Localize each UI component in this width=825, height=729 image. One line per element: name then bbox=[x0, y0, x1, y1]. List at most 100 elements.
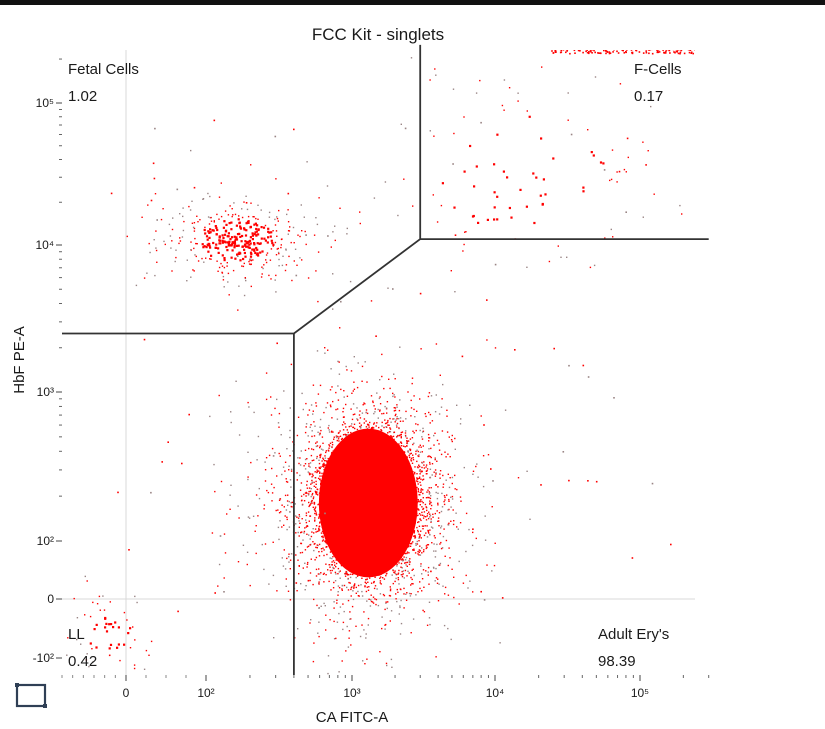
event-dot bbox=[426, 468, 429, 470]
event-dot bbox=[254, 530, 256, 532]
event-dot bbox=[409, 448, 411, 450]
event-dot bbox=[289, 436, 291, 439]
event-dot bbox=[333, 567, 335, 570]
event-dot bbox=[304, 562, 306, 564]
event-dot bbox=[419, 518, 421, 520]
event-dot bbox=[323, 602, 325, 605]
event-dot bbox=[365, 420, 367, 422]
event-dot bbox=[402, 570, 405, 572]
event-dot bbox=[331, 417, 333, 419]
event-dot bbox=[425, 516, 427, 518]
event-dot bbox=[306, 458, 308, 460]
event-dot bbox=[429, 529, 431, 531]
event-dot bbox=[332, 587, 335, 589]
event-dot bbox=[314, 506, 317, 508]
event-dot bbox=[324, 464, 327, 466]
event-dot bbox=[298, 515, 301, 518]
event-dot bbox=[406, 565, 408, 567]
event-dot bbox=[347, 574, 349, 576]
event-dot bbox=[413, 473, 416, 475]
event-dot bbox=[393, 394, 395, 396]
event-dot bbox=[352, 598, 355, 601]
event-dot bbox=[264, 543, 267, 545]
event-dot bbox=[344, 572, 346, 575]
event-dot bbox=[345, 650, 347, 652]
event-dot bbox=[391, 666, 393, 668]
event-dot bbox=[408, 456, 411, 459]
event-dot bbox=[421, 552, 423, 554]
event-dot bbox=[422, 569, 425, 571]
event-dot bbox=[311, 435, 313, 438]
event-dot bbox=[355, 586, 357, 589]
event-dot bbox=[350, 644, 352, 646]
event-dot bbox=[308, 472, 311, 474]
event-dot bbox=[475, 537, 477, 540]
event-dot bbox=[428, 392, 431, 394]
event-dot bbox=[457, 528, 459, 530]
event-dot bbox=[267, 491, 270, 494]
event-dot bbox=[412, 430, 414, 432]
event-dot bbox=[471, 544, 474, 547]
event-dot bbox=[296, 434, 299, 437]
event-dot bbox=[304, 492, 307, 494]
event-dot bbox=[350, 408, 352, 410]
event-dot bbox=[429, 497, 432, 500]
event-dot bbox=[309, 462, 312, 464]
event-dot bbox=[364, 585, 366, 587]
event-dot bbox=[409, 561, 411, 563]
event-dot bbox=[448, 486, 451, 489]
event-dot bbox=[494, 542, 496, 544]
event-dot bbox=[306, 566, 308, 568]
event-dot bbox=[420, 530, 422, 532]
event-dot bbox=[258, 497, 261, 500]
event-dot bbox=[446, 409, 448, 411]
event-dot bbox=[435, 491, 437, 494]
event-dot bbox=[380, 583, 382, 585]
event-dot bbox=[334, 564, 336, 566]
event-dot bbox=[277, 509, 279, 511]
event-dot bbox=[311, 494, 313, 496]
event-dot bbox=[308, 487, 311, 489]
event-dot bbox=[345, 426, 347, 428]
event-dot bbox=[347, 578, 349, 580]
event-dot bbox=[305, 521, 308, 524]
event-dot bbox=[442, 585, 444, 587]
event-dot bbox=[299, 489, 302, 491]
plot-area[interactable] bbox=[62, 50, 695, 675]
event-dot bbox=[356, 418, 358, 420]
event-dot bbox=[398, 583, 400, 585]
event-dot bbox=[229, 508, 231, 510]
event-dot bbox=[408, 552, 410, 554]
event-dot bbox=[399, 346, 401, 348]
event-dot bbox=[419, 534, 421, 536]
event-dot bbox=[395, 424, 398, 426]
event-dot bbox=[285, 478, 287, 480]
event-dot bbox=[444, 555, 446, 557]
event-dot bbox=[300, 482, 303, 484]
event-dot bbox=[319, 456, 321, 459]
event-dot bbox=[396, 416, 398, 418]
event-dot bbox=[318, 513, 320, 516]
event-dot bbox=[441, 430, 444, 432]
event-dot bbox=[291, 501, 293, 504]
event-dot bbox=[265, 457, 268, 459]
event-dot bbox=[393, 410, 396, 412]
event-dot bbox=[414, 466, 416, 468]
event-dot bbox=[418, 476, 421, 478]
event-dot bbox=[429, 463, 431, 465]
event-dot bbox=[318, 470, 320, 472]
event-dot bbox=[309, 490, 312, 492]
event-dot bbox=[493, 564, 496, 567]
event-dot bbox=[438, 449, 441, 451]
event-dot bbox=[329, 404, 332, 406]
event-dot bbox=[414, 552, 417, 554]
event-dot bbox=[446, 494, 448, 496]
event-dot bbox=[420, 519, 422, 522]
event-dot bbox=[321, 465, 324, 467]
event-dot bbox=[320, 548, 323, 550]
event-dot bbox=[427, 517, 430, 520]
event-dot bbox=[379, 379, 381, 381]
event-dot bbox=[379, 396, 381, 398]
event-dot bbox=[399, 417, 402, 419]
